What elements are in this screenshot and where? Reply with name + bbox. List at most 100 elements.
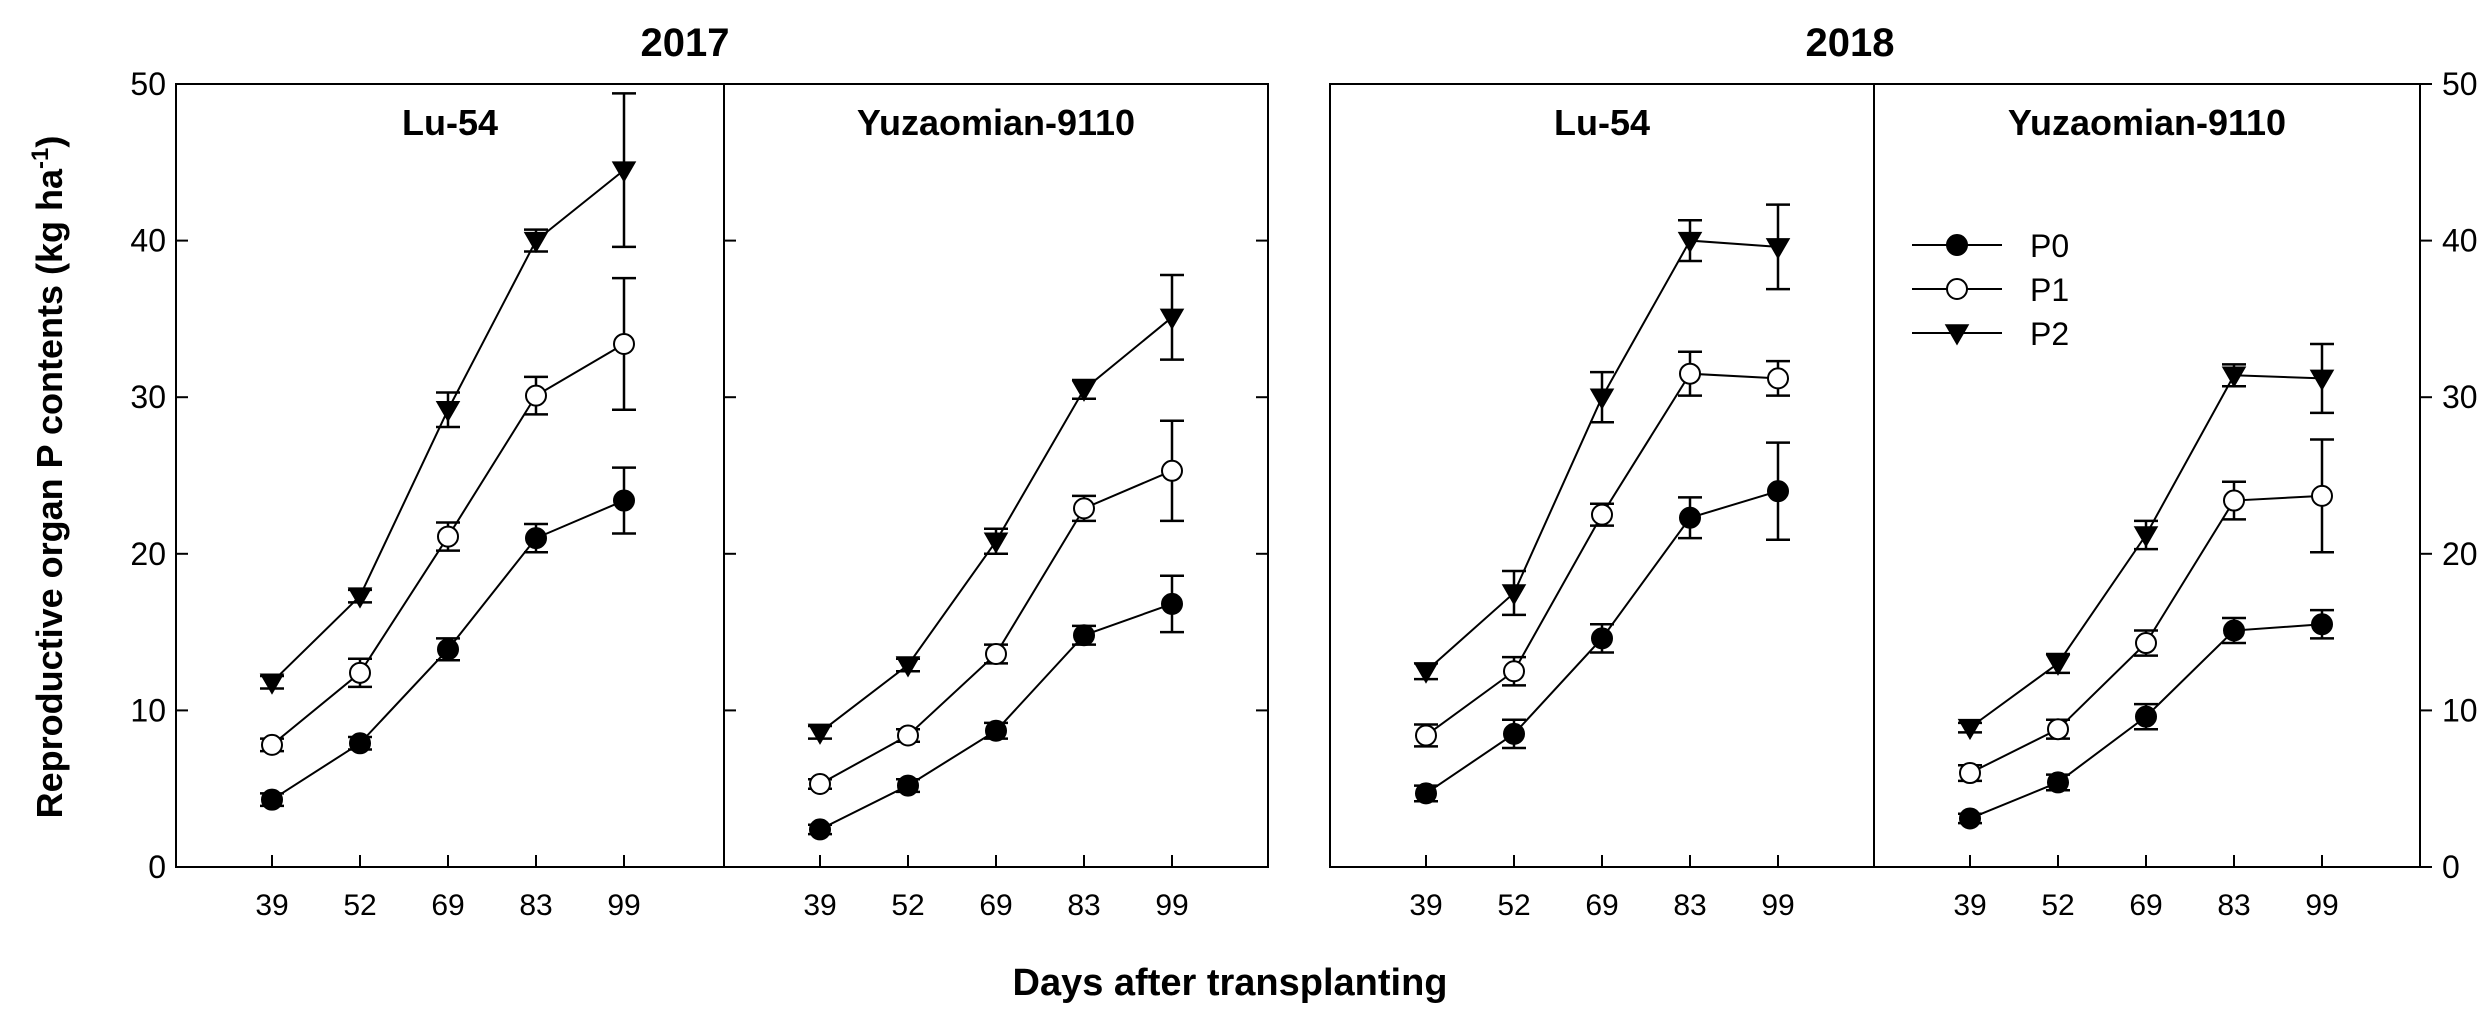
panel-2018-3: Yuzaomian-9110 39 52 69 83 99 0 10 20 30 40 50 — [1873, 66, 2478, 922]
series-P1 — [260, 276, 636, 756]
panel-title: Lu-54 — [1554, 102, 1650, 143]
panel-title: Yuzaomian-9110 — [2008, 102, 2286, 143]
data-point-P1 — [2223, 489, 2245, 512]
legend-marker-P2 — [1944, 324, 1970, 346]
data-point-P1 — [985, 643, 1007, 666]
data-point-P0 — [1415, 782, 1437, 805]
y-tick-label: 10 — [2442, 692, 2478, 728]
data-point-P2 — [895, 656, 921, 678]
x-tick-label: 52 — [1497, 889, 1530, 922]
data-point-P2 — [807, 723, 833, 745]
data-point-P1 — [2047, 718, 2069, 741]
panel-frame — [1329, 83, 1875, 868]
data-point-P2 — [1501, 584, 1527, 606]
x-tick-label: 69 — [431, 889, 464, 922]
data-point-P2 — [1589, 388, 1615, 410]
data-point-P1 — [1503, 660, 1525, 683]
panel-2017-0: Lu-54 39 52 69 83 99 0 10 20 30 40 50 — [130, 66, 725, 922]
panel-frame — [723, 83, 1269, 868]
data-point-P0 — [1959, 807, 1981, 830]
data-point-P0 — [261, 788, 283, 811]
panel-frame — [175, 83, 725, 868]
series-line-P2 — [1969, 374, 2323, 729]
data-point-P0 — [985, 719, 1007, 742]
series-line-P1 — [1425, 372, 1779, 737]
series-line-P0 — [819, 602, 1173, 831]
x-tick-label: 39 — [1953, 889, 1986, 922]
panel-2018-2: Lu-54 39 52 69 83 99 — [1329, 83, 1875, 922]
x-tick-label: 83 — [1673, 889, 1706, 922]
x-tick-label: 69 — [1585, 889, 1618, 922]
series-P2 — [1957, 342, 2335, 741]
data-point-P2 — [2309, 369, 2335, 391]
data-point-P0 — [809, 818, 831, 841]
data-point-P0 — [2135, 705, 2157, 728]
y-tick-label: 10 — [130, 692, 166, 728]
x-axis-label: Days after transplanting — [1013, 962, 1448, 1004]
legend-marker-P1 — [1946, 278, 1968, 300]
x-tick-label: 83 — [1067, 889, 1100, 922]
data-point-P1 — [613, 332, 635, 355]
data-point-P1 — [1959, 762, 1981, 785]
data-point-P2 — [2045, 654, 2071, 676]
year-title-2018: 2018 — [1806, 21, 1895, 65]
x-tick-label: 99 — [1761, 889, 1794, 922]
x-tick-label: 83 — [519, 889, 552, 922]
legend-label-P0: P0 — [2030, 228, 2069, 264]
data-point-P2 — [611, 161, 637, 183]
data-point-P2 — [1071, 380, 1097, 402]
series-line-P2 — [1425, 239, 1779, 672]
y-tick-label: 50 — [130, 66, 166, 102]
legend-label-P1: P1 — [2030, 272, 2069, 308]
data-point-P0 — [897, 774, 919, 797]
data-point-P1 — [2135, 632, 2157, 655]
data-point-P0 — [2047, 771, 2069, 794]
panel-2017-1: Yuzaomian-9110 39 52 69 83 99 — [723, 83, 1269, 922]
series-P0 — [260, 466, 636, 811]
x-tick-label: 52 — [891, 889, 924, 922]
y-tick-label: 50 — [2442, 66, 2478, 102]
panel-title: Yuzaomian-9110 — [857, 102, 1135, 143]
data-point-P2 — [1677, 231, 1703, 254]
x-tick-label: 52 — [2041, 889, 2074, 922]
data-point-P0 — [1161, 592, 1183, 615]
y-tick-label: 0 — [2442, 849, 2460, 885]
y-tick-label: 30 — [2442, 379, 2478, 415]
x-tick-label: 99 — [2305, 889, 2338, 922]
y-tick-label: 30 — [130, 379, 166, 415]
data-point-P1 — [2311, 484, 2333, 507]
data-point-P1 — [809, 773, 831, 796]
data-point-P0 — [1073, 624, 1095, 647]
data-point-P0 — [1591, 627, 1613, 650]
x-tick-label: 39 — [803, 889, 836, 922]
panel-title: Lu-54 — [402, 102, 498, 143]
legend-label-P2: P2 — [2030, 316, 2069, 352]
data-point-P0 — [1767, 480, 1789, 503]
y-tick-label: 20 — [2442, 536, 2478, 572]
data-point-P1 — [525, 384, 547, 407]
data-point-P0 — [2223, 619, 2245, 642]
data-point-P2 — [1159, 308, 1185, 330]
data-point-P2 — [1765, 238, 1791, 260]
y-tick-label: 20 — [130, 536, 166, 572]
data-point-P1 — [349, 661, 371, 684]
series-P1 — [1958, 438, 2334, 785]
data-point-P2 — [2133, 526, 2159, 548]
series-P2 — [807, 273, 1185, 745]
y-tick-label: 40 — [130, 223, 166, 259]
x-tick-label: 69 — [2129, 889, 2162, 922]
data-point-P1 — [437, 525, 459, 548]
data-point-P0 — [349, 732, 371, 755]
data-point-P1 — [897, 724, 919, 747]
data-point-P1 — [1161, 459, 1183, 482]
legend: P0 P1 P2 — [1912, 228, 2069, 352]
data-point-P2 — [2221, 366, 2247, 388]
data-point-P1 — [1767, 367, 1789, 390]
x-tick-label: 99 — [607, 889, 640, 922]
x-tick-label: 39 — [1409, 889, 1442, 922]
x-tick-label: 52 — [343, 889, 376, 922]
data-point-P2 — [347, 587, 373, 609]
data-point-P0 — [2311, 613, 2333, 636]
data-point-P1 — [1073, 497, 1095, 520]
